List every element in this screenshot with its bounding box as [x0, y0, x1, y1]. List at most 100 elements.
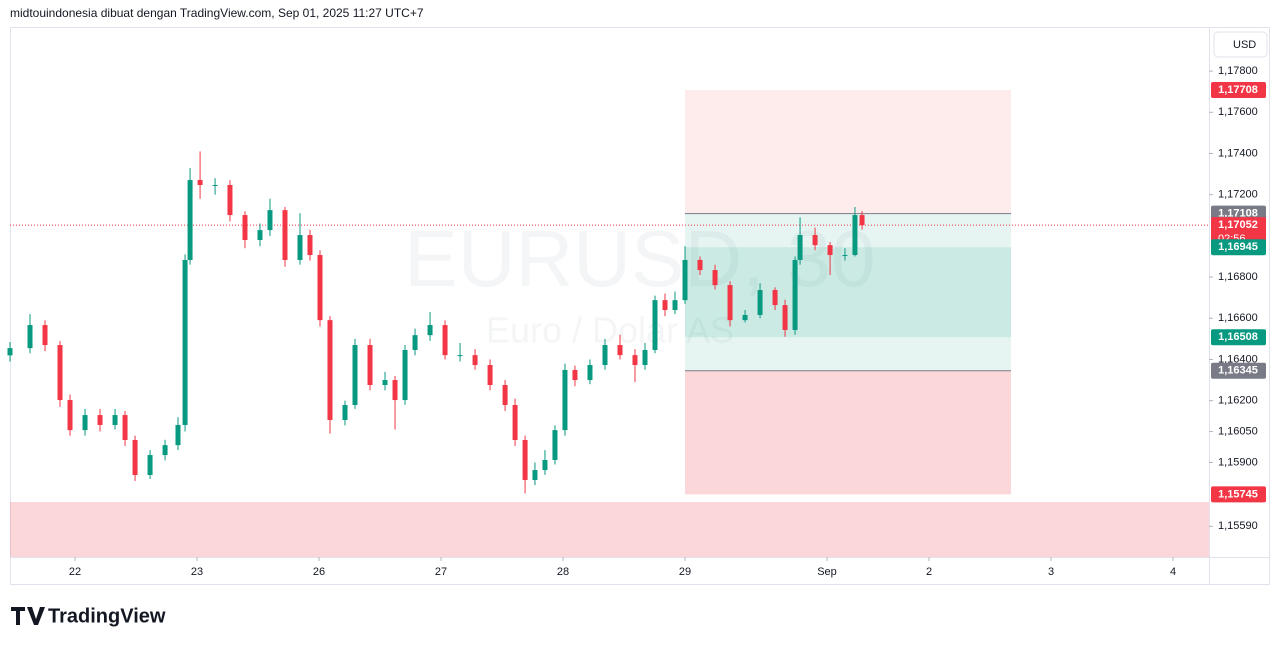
candle-body — [562, 369, 568, 431]
candle-body — [727, 285, 733, 321]
candle-body — [257, 230, 263, 240]
candle-body — [859, 215, 865, 226]
candle-body — [502, 385, 508, 405]
candle-body — [67, 400, 73, 431]
y-tick-label: 1,16600 — [1218, 312, 1258, 324]
candle-body — [797, 235, 803, 260]
x-tick-label: 3 — [1048, 566, 1054, 578]
candle-body — [227, 184, 233, 216]
logo-text: TradingView — [48, 605, 166, 627]
candle-body — [7, 348, 13, 356]
candle-body — [42, 325, 48, 346]
watermark-description: Euro / Dolar AS — [486, 310, 734, 351]
y-tick-label: 1,15590 — [1218, 520, 1258, 532]
candle-body — [427, 325, 433, 336]
candle-body — [57, 345, 63, 401]
candle-body — [212, 184, 218, 186]
candle-body — [122, 415, 128, 441]
y-tick-label: 1,16050 — [1218, 425, 1258, 437]
price-label: 1,17052 — [1218, 219, 1258, 231]
candle-body — [382, 380, 388, 386]
x-tick-label: 28 — [557, 566, 569, 578]
price-label-box — [1211, 329, 1266, 346]
y-tick-label: 1,16800 — [1218, 271, 1258, 283]
y-tick-label: 1,17200 — [1218, 189, 1258, 201]
candle-body — [472, 355, 478, 366]
candle-body — [197, 180, 203, 185]
candle-body — [97, 415, 103, 425]
price-label-box — [1211, 239, 1266, 256]
candle-body — [742, 314, 748, 321]
x-tick-label: 29 — [679, 566, 691, 578]
y-tick-label: 1,17600 — [1218, 106, 1258, 118]
y-tick-label: 1,17400 — [1218, 147, 1258, 159]
x-tick-label: Sep — [817, 566, 837, 578]
inner-zone — [685, 247, 1011, 338]
candle-body — [297, 235, 303, 260]
candle-body — [792, 259, 798, 331]
candle-body — [327, 320, 333, 421]
price-label: 1,16945 — [1218, 241, 1258, 253]
candle-body — [307, 235, 313, 256]
candle-body — [112, 415, 118, 425]
candle-body — [457, 355, 463, 357]
zone-band — [10, 502, 1209, 557]
x-tick-label: 4 — [1170, 566, 1176, 578]
candle-body — [782, 305, 788, 331]
candle-body — [587, 365, 593, 381]
x-tick-label: 27 — [435, 566, 447, 578]
candle-body — [82, 415, 88, 431]
candle-body — [342, 404, 348, 421]
currency-label[interactable]: USD — [1233, 39, 1256, 51]
price-label: 1,15745 — [1218, 488, 1258, 500]
candle-body — [522, 440, 528, 480]
y-tick-label: 1,16200 — [1218, 395, 1258, 407]
y-tick-label: 1,16400 — [1218, 353, 1258, 365]
candle-body — [412, 335, 418, 350]
price-label: 1,16345 — [1218, 365, 1258, 377]
candle-body — [632, 355, 638, 366]
y-tick-label: 1,15900 — [1218, 456, 1258, 468]
x-tick-label: 26 — [313, 566, 325, 578]
target-zone — [685, 213, 1011, 371]
candle-body — [242, 215, 248, 240]
candle-body — [552, 430, 558, 460]
candle-body — [182, 259, 188, 425]
stop-zone — [685, 90, 1011, 214]
candle-body — [827, 245, 833, 256]
candle-body — [282, 210, 288, 260]
logo: TradingView — [11, 605, 166, 627]
loss-zone — [685, 370, 1011, 495]
currency-button[interactable] — [1213, 31, 1268, 58]
candle-body — [267, 210, 273, 231]
candle-body — [132, 440, 138, 476]
candle-body — [682, 259, 688, 301]
candle-body — [187, 180, 193, 260]
candle-body — [662, 300, 668, 311]
candle-body — [672, 300, 678, 311]
candle-body — [652, 300, 658, 350]
price-label: 1,16508 — [1218, 331, 1258, 343]
candle-body — [602, 345, 608, 366]
candle-body — [697, 259, 703, 271]
candle-body — [842, 255, 848, 257]
candle-body — [617, 345, 623, 356]
candle-body — [367, 345, 373, 386]
x-tick-label: 23 — [191, 566, 203, 578]
candle-body — [532, 470, 538, 480]
candle-body — [27, 325, 33, 349]
candle-body — [392, 380, 398, 401]
logo-icon — [11, 607, 45, 625]
header-text: midtouindonesia dibuat dengan TradingVie… — [10, 6, 424, 20]
x-tick-label: 2 — [926, 566, 932, 578]
price-label-box — [1211, 82, 1266, 99]
candle-body — [852, 215, 858, 256]
pane-border — [10, 27, 1270, 585]
price-label: 1,17108 — [1218, 208, 1258, 220]
candle-body — [487, 365, 493, 386]
candle-body — [402, 349, 408, 401]
candle-body — [512, 404, 518, 441]
y-tick-label: 1,17800 — [1218, 65, 1258, 77]
